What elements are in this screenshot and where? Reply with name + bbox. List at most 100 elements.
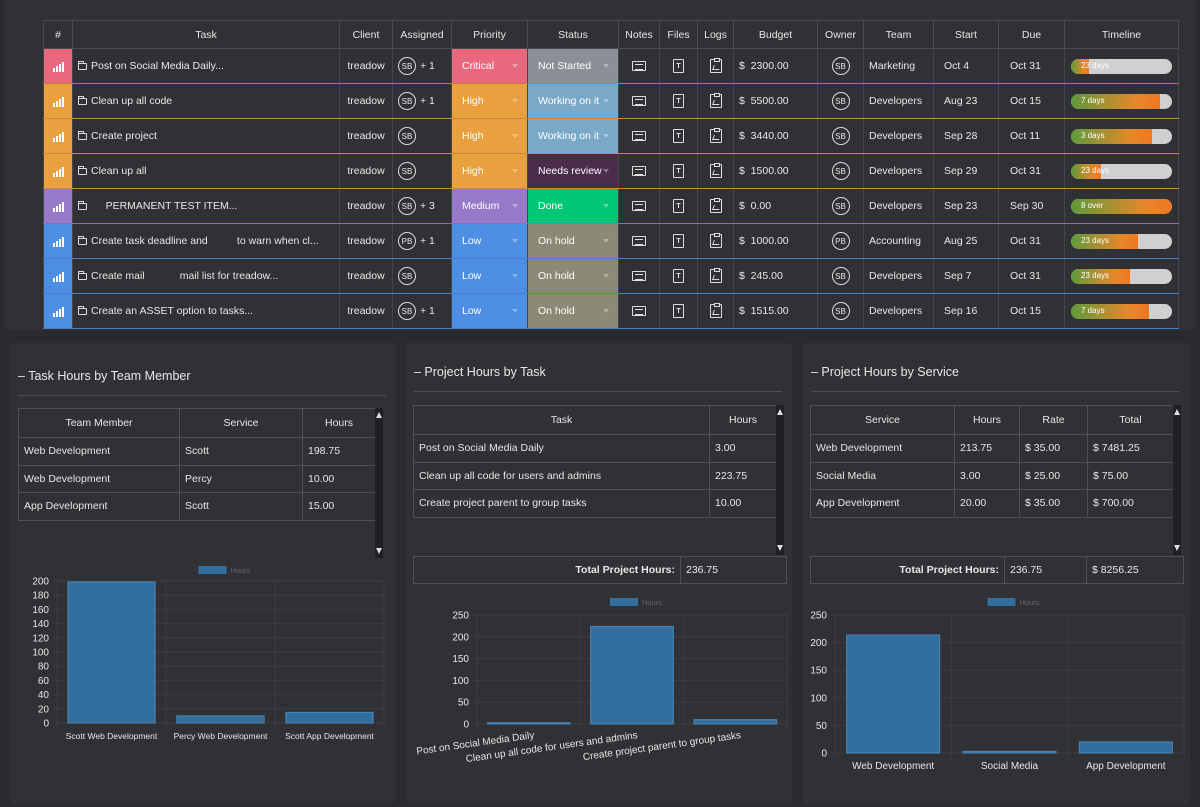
priority-dropdown[interactable]: Critical	[451, 48, 528, 84]
timeline-bar[interactable]: 23 days	[1071, 58, 1172, 74]
files-cell[interactable]: T	[659, 48, 698, 84]
due-date-cell[interactable]: Oct 15	[998, 83, 1065, 119]
folder-icon[interactable]	[78, 236, 87, 245]
owner-cell[interactable]: SB	[817, 153, 864, 189]
avatar[interactable]: SB	[398, 92, 416, 110]
table-row[interactable]: Create project parent to group tasks 10.0…	[413, 489, 777, 518]
status-dropdown[interactable]: On hold	[527, 258, 619, 294]
column-header[interactable]: Task	[413, 405, 710, 435]
file-icon[interactable]: T	[673, 199, 684, 213]
clipboard-log-icon[interactable]	[709, 303, 722, 318]
budget-cell[interactable]: $ 1515.00	[733, 293, 818, 329]
owner-avatar[interactable]: SB	[831, 302, 850, 320]
task-name-cell[interactable]: Create project	[72, 118, 340, 154]
task-row[interactable]: Create project treadow SB High Working on it…	[43, 118, 1179, 154]
table-row[interactable]: Clean up all code for users and admins 22…	[413, 461, 777, 490]
timeline-cell[interactable]: 23 days	[1064, 153, 1179, 189]
task-row[interactable]: Clean up all code treadow SB + 1 High Working…	[43, 83, 1179, 119]
scroll-up-arrow-icon[interactable]	[777, 409, 783, 415]
assigned-cell[interactable]: SB	[392, 153, 452, 189]
logs-cell[interactable]	[697, 223, 734, 259]
notes-cell[interactable]	[618, 83, 660, 119]
assigned-cell[interactable]: SB	[392, 118, 452, 154]
notes-icon[interactable]	[632, 306, 646, 317]
avatar[interactable]: SB	[398, 57, 416, 75]
team-cell[interactable]: Developers	[863, 293, 934, 329]
notes-icon[interactable]	[632, 61, 646, 72]
owner-cell[interactable]: SB	[817, 118, 864, 154]
notes-cell[interactable]	[618, 188, 660, 224]
table-row[interactable]: Social Media 3.00 $ 25.00 $ 75.00	[810, 461, 1174, 490]
folder-icon[interactable]	[78, 306, 87, 315]
column-header[interactable]: Team	[863, 20, 934, 49]
clipboard-log-icon[interactable]	[709, 233, 722, 248]
legend-swatch[interactable]	[987, 598, 1016, 606]
start-date-cell[interactable]: Aug 25	[933, 223, 999, 259]
file-icon[interactable]: T	[673, 129, 684, 143]
timeline-bar[interactable]: 8 over	[1071, 198, 1172, 214]
scrollbar[interactable]	[776, 405, 784, 555]
legend-label[interactable]: Hours	[1020, 598, 1040, 607]
priority-dropdown[interactable]: Medium	[451, 188, 528, 224]
timeline-bar[interactable]: 3 days	[1071, 128, 1172, 144]
timeline-cell[interactable]: 23 days	[1064, 48, 1179, 84]
column-header[interactable]: Logs	[697, 20, 734, 49]
column-header[interactable]: Status	[527, 20, 619, 49]
column-header[interactable]: Timeline	[1064, 20, 1179, 49]
avatar[interactable]: SB	[398, 162, 416, 180]
files-cell[interactable]: T	[659, 258, 698, 294]
status-dropdown[interactable]: On hold	[527, 293, 619, 329]
start-date-cell[interactable]: Aug 23	[933, 83, 999, 119]
column-header[interactable]: Files	[659, 20, 698, 49]
files-cell[interactable]: T	[659, 83, 698, 119]
priority-dropdown[interactable]: High	[451, 118, 528, 154]
start-date-cell[interactable]: Sep 23	[933, 188, 999, 224]
due-date-cell[interactable]: Sep 30	[998, 188, 1065, 224]
logs-cell[interactable]	[697, 48, 734, 84]
team-cell[interactable]: Developers	[863, 258, 934, 294]
assigned-cell[interactable]: SB	[392, 258, 452, 294]
assigned-cell[interactable]: PB + 1	[392, 223, 452, 259]
task-name-cell[interactable]: Clean up all code	[72, 83, 340, 119]
owner-avatar[interactable]: SB	[831, 127, 850, 145]
budget-cell[interactable]: $ 3440.00	[733, 118, 818, 154]
priority-dropdown[interactable]: Low	[451, 258, 528, 294]
logs-cell[interactable]	[697, 188, 734, 224]
status-dropdown[interactable]: On hold	[527, 223, 619, 259]
notes-icon[interactable]	[632, 271, 646, 282]
clipboard-log-icon[interactable]	[709, 128, 722, 143]
column-header[interactable]: Start	[933, 20, 999, 49]
column-header[interactable]: Hours	[954, 405, 1020, 435]
column-header[interactable]: Due	[998, 20, 1065, 49]
notes-cell[interactable]	[618, 258, 660, 294]
team-cell[interactable]: Developers	[863, 118, 934, 154]
status-dropdown[interactable]: Working on it	[527, 83, 619, 119]
owner-avatar[interactable]: SB	[831, 162, 850, 180]
due-date-cell[interactable]: Oct 15	[998, 293, 1065, 329]
files-cell[interactable]: T	[659, 293, 698, 329]
folder-icon[interactable]	[78, 131, 87, 140]
priority-dropdown[interactable]: High	[451, 83, 528, 119]
file-icon[interactable]: T	[673, 269, 684, 283]
table-row[interactable]: App Development 20.00 $ 35.00 $ 700.00	[810, 489, 1174, 518]
timeline-cell[interactable]: 8 over	[1064, 188, 1179, 224]
owner-avatar[interactable]: SB	[831, 92, 850, 110]
column-header[interactable]: Hours	[709, 405, 777, 435]
scroll-up-arrow-icon[interactable]	[376, 412, 382, 418]
file-icon[interactable]: T	[673, 164, 684, 178]
scroll-down-arrow-icon[interactable]	[1174, 545, 1180, 551]
budget-cell[interactable]: $ 2300.00	[733, 48, 818, 84]
clipboard-log-icon[interactable]	[709, 268, 722, 283]
task-row[interactable]: Create task deadline and to warn when cl…	[43, 223, 1179, 259]
notes-icon[interactable]	[632, 131, 646, 142]
bar[interactable]	[67, 581, 156, 724]
scrollbar[interactable]	[1173, 405, 1181, 555]
column-header[interactable]: Client	[339, 20, 393, 49]
bar[interactable]	[693, 719, 778, 725]
column-header[interactable]: Notes	[618, 20, 660, 49]
budget-cell[interactable]: $ 5500.00	[733, 83, 818, 119]
avatar[interactable]: SB	[398, 127, 416, 145]
panel-title[interactable]: – Task Hours by Team Member	[18, 369, 191, 383]
file-icon[interactable]: T	[673, 304, 684, 318]
file-icon[interactable]: T	[673, 94, 684, 108]
